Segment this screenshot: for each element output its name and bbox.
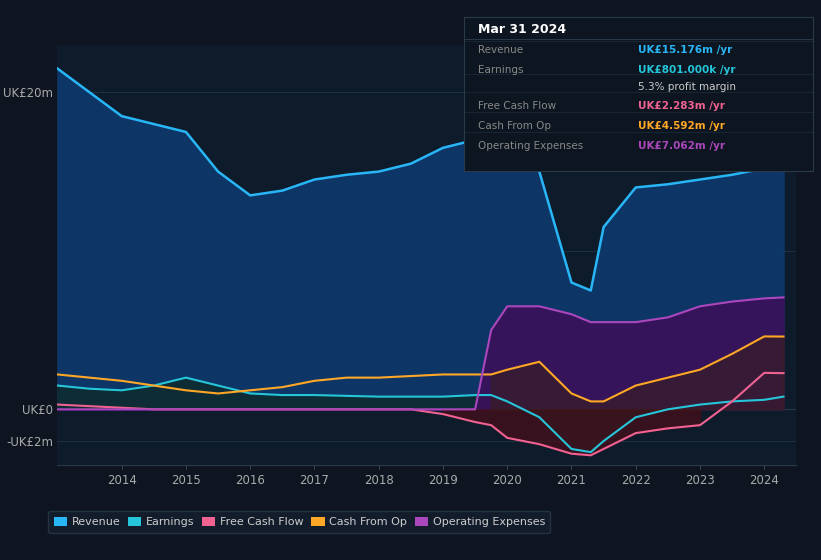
Legend: Revenue, Earnings, Free Cash Flow, Cash From Op, Operating Expenses: Revenue, Earnings, Free Cash Flow, Cash … [48,511,551,533]
Text: Mar 31 2024: Mar 31 2024 [478,23,566,36]
Text: 5.3% profit margin: 5.3% profit margin [639,82,736,92]
Text: UK£2.283m /yr: UK£2.283m /yr [639,101,725,111]
Text: UK£4.592m /yr: UK£4.592m /yr [639,121,725,130]
Text: UK£801.000k /yr: UK£801.000k /yr [639,66,736,75]
Text: Free Cash Flow: Free Cash Flow [478,101,556,111]
Text: Earnings: Earnings [478,66,523,75]
Text: Revenue: Revenue [478,45,523,54]
Text: UK£7.062m /yr: UK£7.062m /yr [639,141,725,151]
Text: Operating Expenses: Operating Expenses [478,141,583,151]
Text: Cash From Op: Cash From Op [478,121,551,130]
Text: UK£15.176m /yr: UK£15.176m /yr [639,45,732,54]
